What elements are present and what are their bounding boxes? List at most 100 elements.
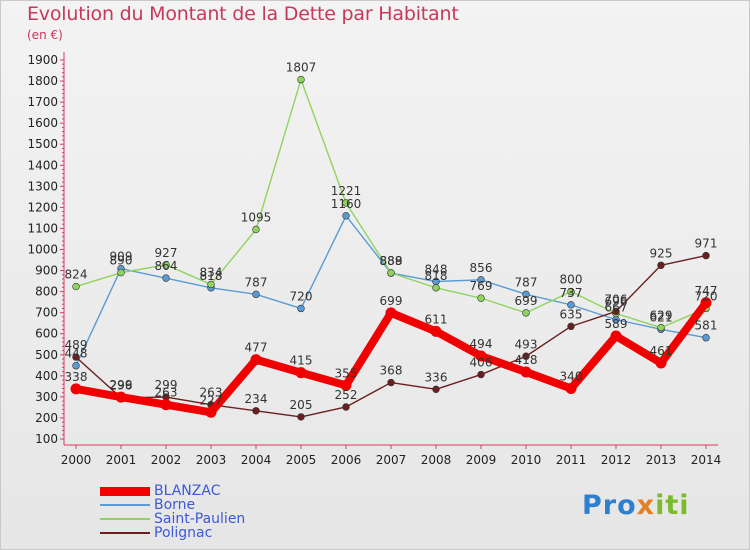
- proxiti-logo: Proxiti: [582, 490, 690, 521]
- data-point-saint-paulien: [207, 280, 215, 289]
- y-tick-label: 900: [35, 264, 58, 278]
- y-unit-label: (en €): [27, 28, 63, 42]
- y-tick-label: 1800: [27, 74, 58, 88]
- data-label-saint-paulien: 1095: [241, 210, 272, 224]
- data-label-saint-paulien: 834: [200, 265, 223, 279]
- data-point-borne: [72, 362, 80, 370]
- logo-part-pro: Pro: [582, 490, 637, 521]
- data-point-blanzac: [475, 350, 487, 362]
- data-label-polignac: 925: [650, 246, 673, 260]
- data-label-polignac: 263: [200, 386, 223, 400]
- legend-label: Saint-Paulien: [154, 511, 246, 527]
- data-label-borne: 448: [65, 347, 88, 361]
- data-point-saint-paulien: [387, 269, 395, 277]
- data-label-polignac: 234: [245, 392, 268, 406]
- data-label-blanzac: 355: [335, 366, 358, 380]
- data-point-polignac: [387, 378, 395, 387]
- data-label-borne: 720: [290, 289, 313, 303]
- data-point-blanzac: [70, 383, 82, 395]
- data-label-blanzac: 338: [65, 370, 88, 384]
- data-label-saint-paulien: 1221: [331, 184, 362, 198]
- y-tick-label: 1400: [27, 158, 58, 172]
- data-label-borne: 621: [650, 310, 673, 324]
- series-line-saint-paulien: [75, 78, 707, 329]
- data-label-borne: 864: [155, 259, 178, 273]
- data-point-borne: [162, 274, 170, 282]
- data-label-borne: 667: [605, 301, 628, 315]
- x-tick-label: 2004: [241, 453, 272, 467]
- data-point-blanzac: [115, 391, 127, 403]
- data-label-saint-paulien: 1807: [286, 61, 317, 75]
- data-label-blanzac: 227: [200, 393, 223, 407]
- data-point-saint-paulien: [477, 294, 485, 302]
- data-label-saint-paulien: 889: [380, 254, 403, 268]
- data-label-polignac: 493: [515, 337, 538, 351]
- data-label-blanzac: 299: [110, 378, 133, 392]
- data-label-blanzac: 418: [515, 353, 538, 367]
- data-label-blanzac: 340: [560, 369, 583, 383]
- data-label-polignac: 336: [425, 370, 448, 384]
- data-point-blanzac: [655, 357, 667, 369]
- data-label-blanzac: 494: [470, 337, 493, 351]
- data-point-polignac: [477, 370, 485, 379]
- data-point-borne: [702, 334, 710, 342]
- y-tick-label: 1100: [27, 221, 58, 235]
- data-label-saint-paulien: 927: [155, 246, 178, 260]
- x-tick-label: 2003: [196, 453, 227, 467]
- data-label-blanzac: 461: [650, 344, 673, 358]
- data-label-polignac: 635: [560, 307, 583, 321]
- data-point-blanzac: [565, 382, 577, 394]
- legend-label: Borne: [154, 497, 196, 513]
- data-point-blanzac: [610, 330, 622, 342]
- logo-part-x: x: [636, 490, 656, 521]
- y-tick-label: 1200: [27, 200, 58, 214]
- data-label-saint-paulien: 818: [425, 269, 448, 283]
- data-label-saint-paulien: 720: [695, 289, 718, 303]
- data-point-borne: [297, 304, 305, 313]
- data-point-blanzac: [340, 379, 352, 391]
- data-label-blanzac: 263: [155, 386, 178, 400]
- y-tick-label: 1600: [27, 116, 58, 130]
- data-point-polignac: [432, 385, 440, 394]
- x-tick-label: 2007: [376, 453, 407, 467]
- data-point-polignac: [297, 413, 305, 421]
- data-label-polignac: 296: [110, 379, 133, 393]
- y-tick-label: 500: [35, 348, 58, 362]
- data-label-saint-paulien: 629: [650, 309, 673, 323]
- data-point-saint-paulien: [252, 225, 260, 234]
- y-tick-label: 1900: [27, 53, 58, 67]
- data-label-saint-paulien: 890: [110, 254, 133, 268]
- x-tick-label: 2009: [466, 453, 497, 467]
- data-point-saint-paulien: [522, 309, 530, 317]
- data-label-borne: 787: [245, 275, 268, 289]
- data-point-saint-paulien: [567, 287, 575, 296]
- data-label-borne: 737: [560, 286, 583, 300]
- data-label-polignac: 252: [335, 388, 358, 402]
- data-label-blanzac: 415: [290, 354, 313, 368]
- data-point-blanzac: [430, 325, 442, 337]
- y-tick-label: 700: [35, 306, 58, 320]
- data-label-borne: 848: [425, 263, 448, 277]
- x-tick-label: 2002: [151, 453, 182, 467]
- data-point-borne: [342, 212, 350, 220]
- y-tick-label: 1300: [27, 179, 58, 193]
- data-label-polignac: 205: [290, 398, 313, 412]
- data-point-blanzac: [520, 366, 532, 378]
- data-label-blanzac: 747: [695, 284, 718, 298]
- data-label-saint-paulien: 699: [515, 294, 538, 308]
- x-tick-label: 2006: [331, 453, 362, 467]
- data-label-polignac: 406: [470, 356, 493, 370]
- data-label-polignac: 706: [605, 292, 628, 306]
- data-point-saint-paulien: [657, 323, 665, 332]
- data-point-blanzac: [205, 406, 217, 418]
- legend-swatch: [100, 487, 150, 496]
- data-point-polignac: [72, 353, 80, 361]
- data-label-blanzac: 611: [425, 312, 448, 326]
- data-point-polignac: [702, 251, 710, 260]
- data-point-blanzac: [160, 399, 172, 411]
- legend-label: Polignac: [154, 525, 213, 541]
- data-point-saint-paulien: [297, 75, 305, 84]
- data-point-blanzac: [385, 307, 397, 319]
- data-label-polignac: 489: [65, 338, 88, 352]
- data-label-borne: 818: [200, 269, 223, 283]
